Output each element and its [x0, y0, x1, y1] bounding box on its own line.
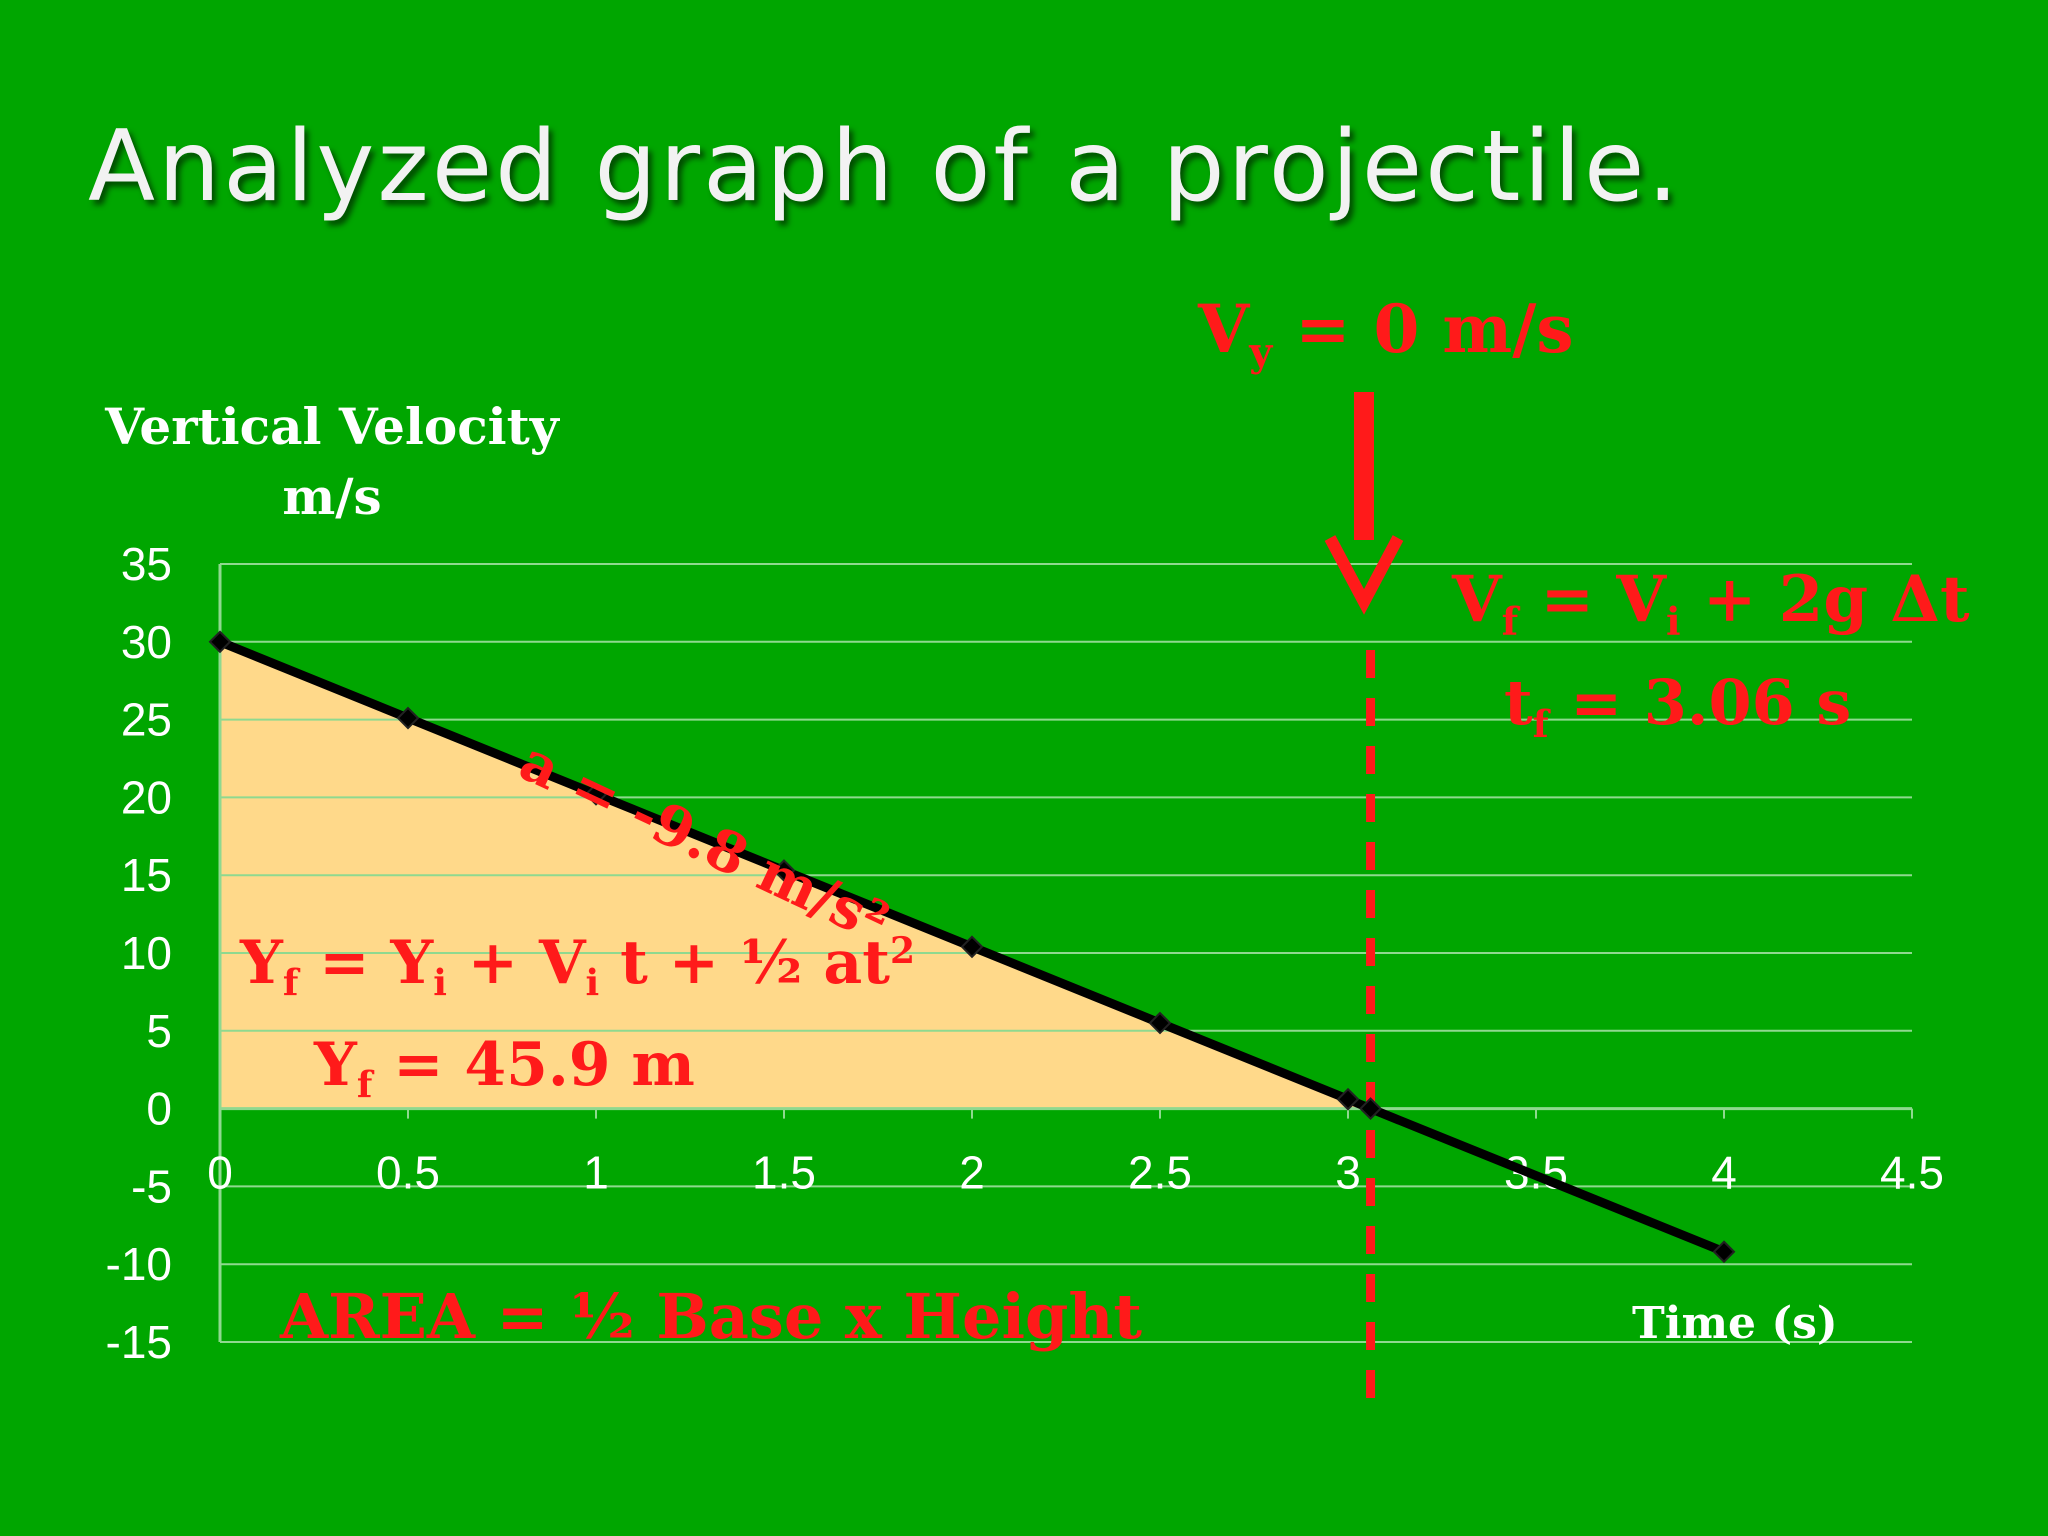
data-point: [208, 630, 232, 654]
y-tick-label: 35: [121, 538, 172, 590]
yf-eq-p3: + V: [446, 928, 586, 998]
vf-eq-sub2: i: [1666, 599, 1681, 645]
yf-val-p1: Y: [314, 1030, 357, 1100]
x-tick-label: 0: [207, 1147, 233, 1199]
y-tick-label: 20: [121, 771, 172, 823]
data-point: [772, 859, 796, 882]
yf-value: Yf = 45.9 m: [314, 1030, 695, 1104]
y-tick-label: -10: [106, 1238, 172, 1290]
tf-rest: = 3.06 s: [1548, 666, 1852, 739]
vf-eq-mid: = V: [1518, 562, 1667, 637]
vy-zero-sub: y: [1249, 329, 1273, 376]
yf-equation: Yf = Yi + Vi t + ½ at2: [240, 928, 915, 1002]
data-point: [1359, 1097, 1382, 1121]
vf-eq-sub1: f: [1501, 599, 1519, 645]
yf-eq-p1: Y: [240, 928, 283, 998]
y-axis-label-line1: Vertical Velocity: [105, 397, 559, 456]
yf-val-p2: = 45.9 m: [372, 1030, 695, 1100]
x-tick-label: 0.5: [376, 1147, 440, 1199]
vf-eq-rest: + 2g Δt: [1680, 562, 1970, 637]
y-tick-label: 0: [146, 1083, 172, 1135]
y-tick-label: -5: [131, 1160, 172, 1212]
yf-val-s1: f: [356, 1064, 373, 1107]
area-formula: AREA = ½ Base x Height: [280, 1280, 1143, 1353]
arrow-head: [1324, 535, 1404, 615]
vy-zero-rest: = 0 m/s: [1272, 290, 1574, 368]
data-point: [1712, 1240, 1736, 1264]
data-point: [584, 782, 608, 806]
x-tick-label: 4.5: [1880, 1147, 1944, 1199]
x-tick-label: 3: [1335, 1147, 1361, 1199]
y-axis-label-line2: m/s: [282, 467, 382, 526]
tf-value: tf = 3.06 s: [1504, 666, 1852, 743]
x-tick-label: 1: [583, 1147, 609, 1199]
y-tick-label: -15: [106, 1316, 172, 1368]
yf-eq-s3: i: [585, 962, 600, 1005]
yf-eq-sup: 2: [889, 930, 915, 973]
yf-eq-p2: = Y: [298, 928, 434, 998]
x-axis-label: Time (s): [1632, 1298, 1838, 1349]
y-axis-label: Vertical Velocity m/s: [92, 392, 572, 532]
vf-equation: Vf = Vi + 2g Δt: [1452, 562, 1970, 641]
x-tick-label: 4: [1711, 1147, 1737, 1199]
tf-t: t: [1504, 666, 1533, 739]
y-tick-label: 10: [121, 927, 172, 979]
yf-eq-s1: f: [282, 962, 299, 1005]
vy-zero-annotation: Vy = 0 m/s: [1198, 290, 1574, 373]
slide-title: Analyzed graph of a projectile.: [88, 110, 1682, 224]
x-tick-label: 2.5: [1128, 1147, 1192, 1199]
data-point: [1336, 1087, 1360, 1111]
yf-eq-s2: i: [433, 962, 447, 1005]
data-point: [396, 706, 420, 730]
tf-sub: f: [1532, 702, 1549, 747]
x-tick-label: 2: [959, 1147, 985, 1199]
y-tick-label: 5: [146, 1005, 172, 1057]
data-point: [960, 935, 984, 959]
vy-zero-v: V: [1198, 290, 1250, 368]
y-tick-label: 30: [121, 616, 172, 668]
x-tick-label: 1.5: [752, 1147, 816, 1199]
data-point: [1148, 1011, 1172, 1035]
vf-eq-v: V: [1452, 562, 1502, 637]
yf-eq-p4: t + ½ at: [599, 928, 890, 998]
y-tick-label: 25: [121, 694, 172, 746]
y-tick-label: 15: [121, 849, 172, 901]
